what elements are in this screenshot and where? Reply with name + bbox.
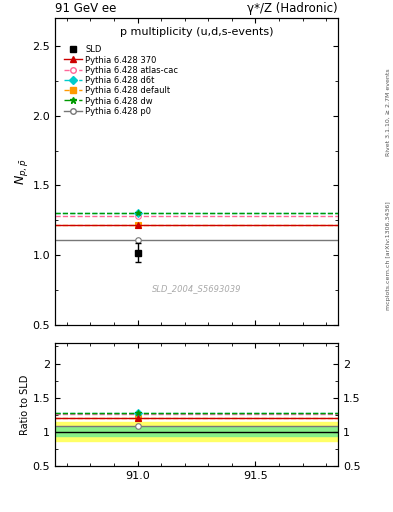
Text: γ*/Z (Hadronic): γ*/Z (Hadronic)	[247, 2, 338, 15]
Text: p multiplicity (u,d,s-events): p multiplicity (u,d,s-events)	[120, 27, 273, 37]
Text: 91 GeV ee: 91 GeV ee	[55, 2, 116, 15]
Y-axis label: $N_{p,\bar{p}}$: $N_{p,\bar{p}}$	[13, 158, 29, 185]
Bar	[55, 422, 338, 441]
Bar	[55, 427, 338, 436]
Legend: SLD, Pythia 6.428 370, Pythia 6.428 atlas-cac, Pythia 6.428 d6t, Pythia 6.428 de: SLD, Pythia 6.428 370, Pythia 6.428 atla…	[62, 44, 180, 117]
Y-axis label: Ratio to SLD: Ratio to SLD	[20, 374, 30, 435]
Text: Rivet 3.1.10, ≥ 2.7M events: Rivet 3.1.10, ≥ 2.7M events	[386, 69, 391, 157]
Text: mcplots.cern.ch [arXiv:1306.3436]: mcplots.cern.ch [arXiv:1306.3436]	[386, 202, 391, 310]
Text: SLD_2004_S5693039: SLD_2004_S5693039	[152, 284, 241, 293]
